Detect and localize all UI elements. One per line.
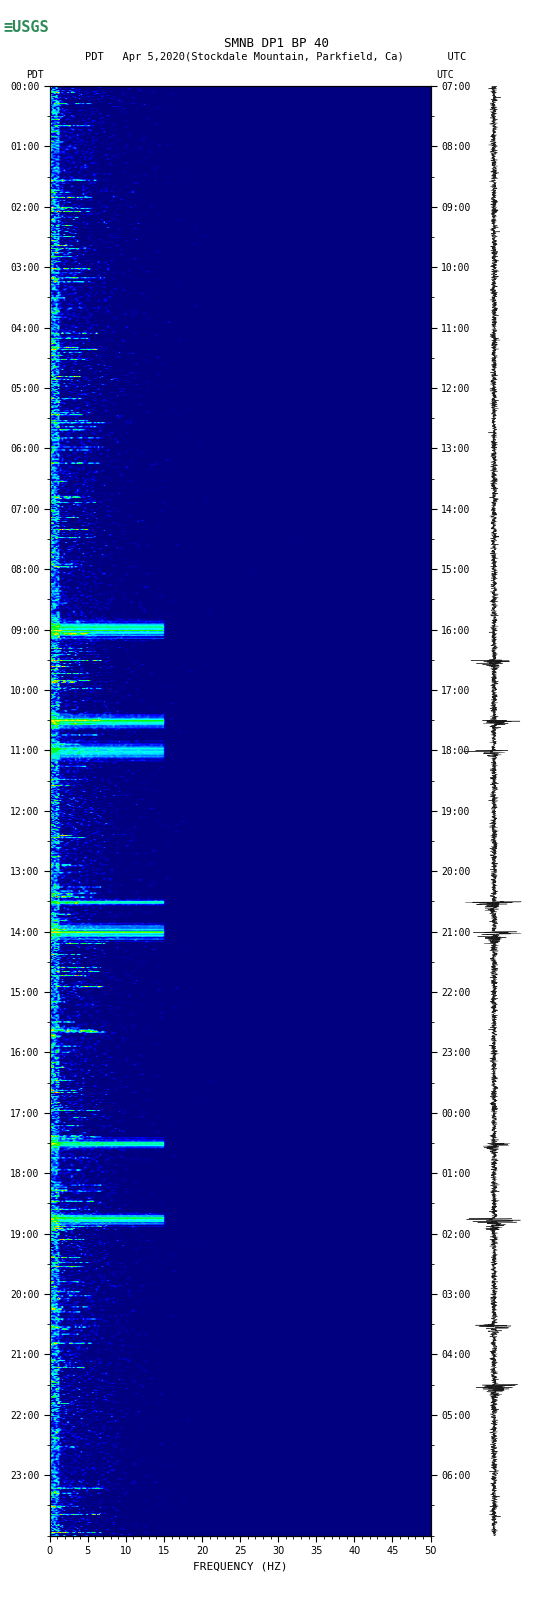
Text: PDT: PDT — [26, 69, 44, 79]
Text: ≡USGS: ≡USGS — [3, 19, 49, 35]
X-axis label: FREQUENCY (HZ): FREQUENCY (HZ) — [193, 1561, 288, 1571]
Text: UTC: UTC — [436, 69, 454, 79]
Text: SMNB DP1 BP 40: SMNB DP1 BP 40 — [224, 37, 328, 50]
Text: PDT   Apr 5,2020(Stockdale Mountain, Parkfield, Ca)       UTC: PDT Apr 5,2020(Stockdale Mountain, Parkf… — [86, 52, 466, 61]
